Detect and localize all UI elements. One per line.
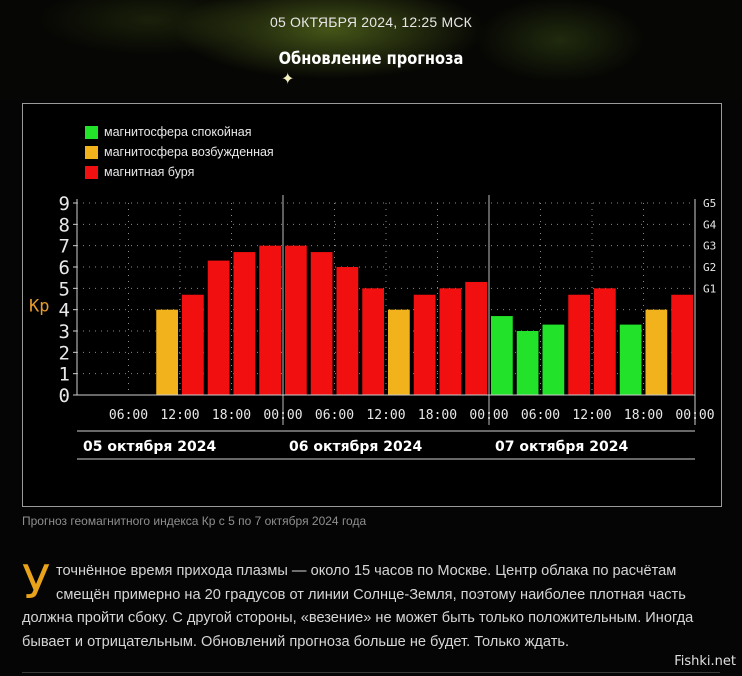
x-tick-label: 06:00 — [521, 408, 560, 423]
publication-datetime: 05 ОКТЯБРЯ 2024, 12:25 МСК — [269, 14, 473, 30]
kp-bar — [439, 288, 462, 395]
kp-bar — [362, 288, 384, 395]
kp-bar — [156, 309, 178, 395]
kp-forecast-chart: магнитосфера спокойная магнитосфера возб… — [22, 103, 722, 507]
article-text: точнённое время прихода плазмы — около 1… — [22, 563, 694, 650]
x-tick-label: 00:00 — [675, 408, 714, 423]
legend-item-calm: магнитосфера спокойная — [85, 124, 252, 140]
legend-swatch-storm — [85, 165, 98, 179]
y-axis-label: Kp — [29, 296, 49, 316]
g-level-label: G1 — [703, 282, 716, 295]
g-level-label: G2 — [703, 261, 716, 274]
x-tick-label: 12:00 — [366, 408, 405, 423]
y-tick-label: 2 — [59, 342, 70, 364]
legend-item-storm: магнитная буря — [85, 164, 194, 180]
y-tick-label: 6 — [59, 257, 70, 279]
kp-bar — [491, 316, 513, 395]
x-tick-label: 18:00 — [418, 408, 457, 423]
page-title: Обновление прогноза — [278, 49, 464, 69]
day-label: 07 октября 2024 — [495, 439, 628, 455]
kp-bar — [310, 252, 333, 395]
kp-bar — [645, 309, 668, 395]
space-background — [0, 0, 742, 100]
legend-label-storm: магнитная буря — [104, 165, 195, 179]
kp-bar — [259, 245, 281, 395]
x-tick-label: 06:00 — [109, 408, 148, 423]
star-icon: ✦ — [281, 71, 295, 88]
divider — [22, 672, 720, 673]
y-tick-label: 4 — [59, 300, 70, 322]
y-tick-label: 9 — [59, 193, 70, 215]
site-watermark: Fishki.net — [674, 654, 736, 669]
kp-bar — [594, 288, 616, 395]
kp-bar — [285, 245, 307, 395]
day-label: 06 октября 2024 — [289, 439, 422, 455]
g-level-label: G4 — [703, 218, 717, 231]
kp-bar — [388, 309, 410, 395]
y-tick-label: 8 — [59, 214, 70, 236]
kp-bar — [182, 294, 204, 395]
y-tick-label: 1 — [59, 364, 70, 386]
x-tick-label: 18:00 — [212, 408, 251, 423]
drop-cap: У — [22, 555, 51, 609]
x-tick-label: 06:00 — [315, 408, 354, 423]
y-tick-label: 7 — [59, 236, 70, 258]
y-tick-label: 0 — [59, 385, 70, 407]
kp-bar — [619, 324, 642, 395]
g-level-label: G3 — [703, 240, 716, 253]
legend-swatch-calm — [85, 125, 98, 139]
kp-bar — [671, 294, 693, 395]
legend-item-excited: магнитосфера возбужденная — [85, 144, 274, 160]
x-tick-label: 12:00 — [572, 408, 611, 423]
x-tick-label: 12:00 — [160, 408, 199, 423]
day-label: 05 октября 2024 — [83, 439, 216, 455]
legend-label-excited: магнитосфера возбужденная — [104, 145, 274, 159]
x-tick-label: 18:00 — [624, 408, 663, 423]
y-tick-label: 3 — [59, 321, 70, 343]
g-level-label: G5 — [703, 197, 716, 210]
kp-bar — [516, 331, 539, 395]
y-tick-label: 5 — [59, 278, 70, 300]
legend-label-calm: магнитосфера спокойная — [104, 125, 252, 139]
kp-bar — [336, 267, 359, 395]
x-tick-label: 00:00 — [263, 408, 302, 423]
x-tick-label: 00:00 — [469, 408, 508, 423]
article-paragraph: У точнённое время прихода плазмы — около… — [22, 555, 720, 654]
legend-swatch-excited — [85, 145, 98, 159]
kp-bar — [465, 281, 487, 395]
kp-bar — [233, 252, 256, 395]
kp-bar — [413, 294, 436, 395]
kp-bar — [568, 294, 590, 395]
kp-bar — [207, 260, 230, 395]
chart-caption: Прогноз геомагнитного индекса Кр с 5 по … — [22, 514, 367, 528]
kp-bar — [542, 324, 565, 395]
